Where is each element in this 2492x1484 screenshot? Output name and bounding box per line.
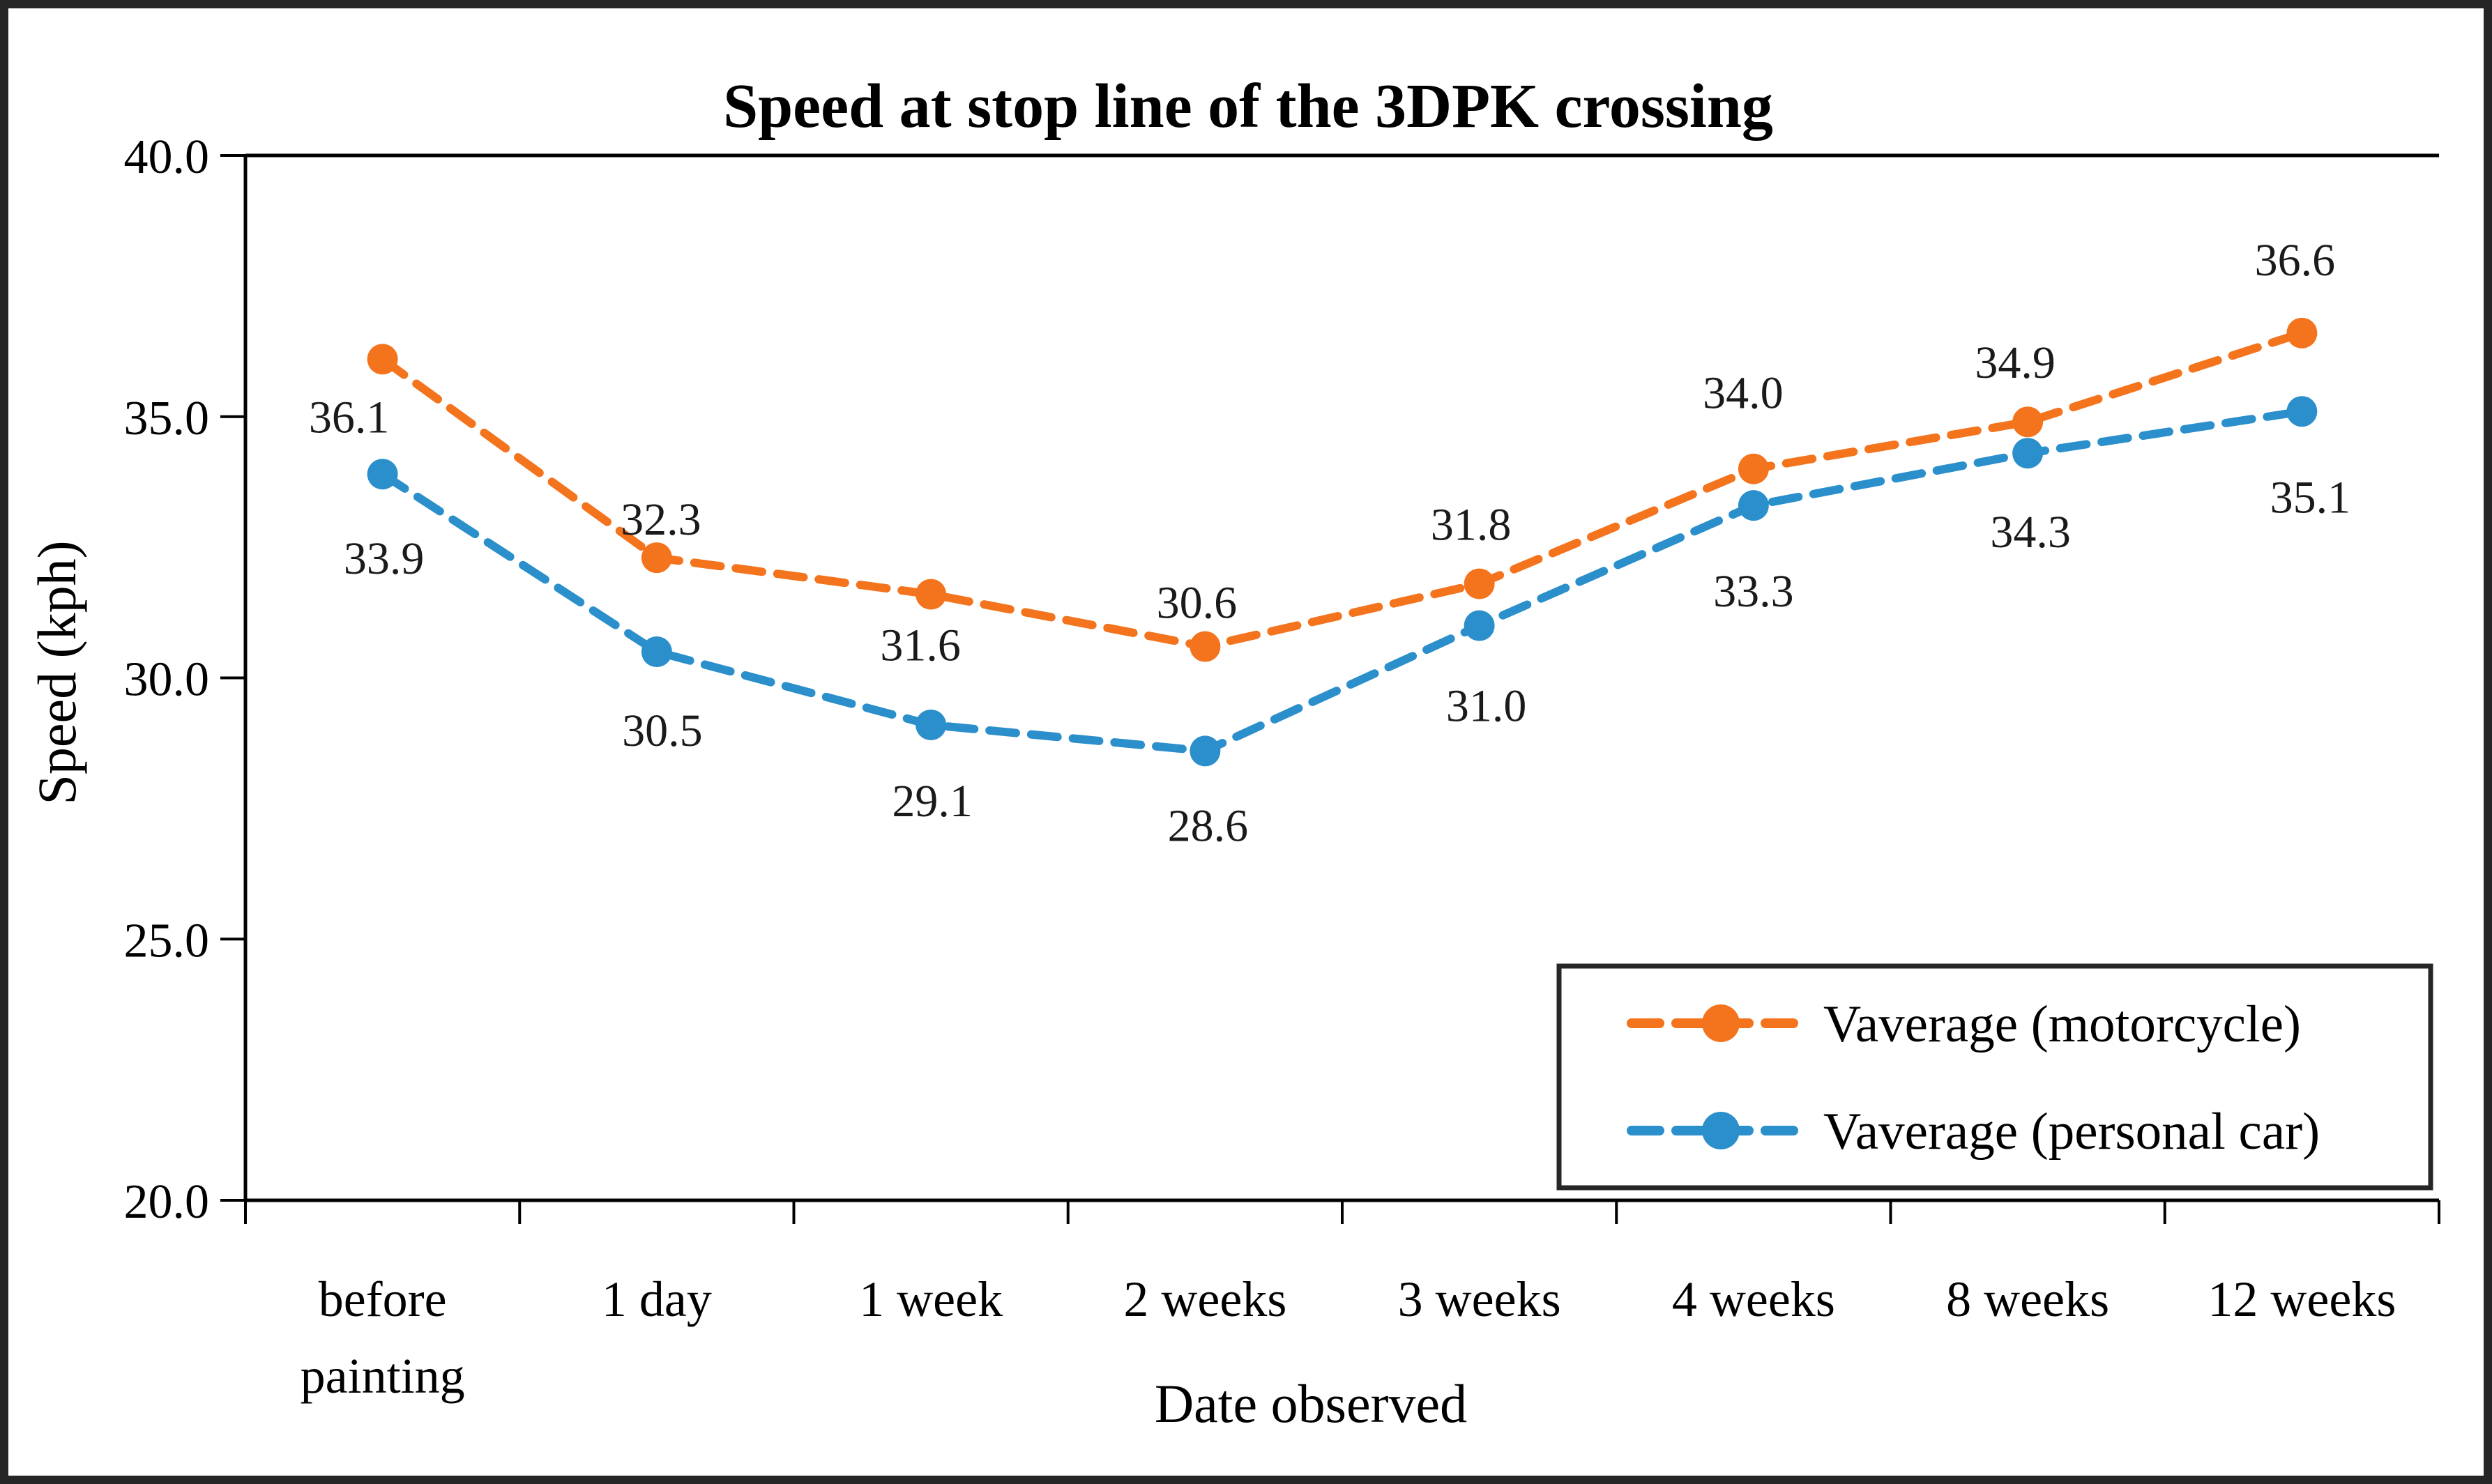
data-point-marker	[1464, 610, 1495, 641]
legend-entry-label: Vaverage (motorcycle)	[1823, 995, 2301, 1053]
data-point-marker	[2286, 396, 2318, 427]
x-category-label: 2 weeks	[1123, 1271, 1286, 1327]
data-point-marker	[1190, 631, 1221, 662]
y-tick-label: 40.0	[124, 130, 210, 184]
legend: Vaverage (motorcycle) Vaverage (personal …	[1556, 963, 2433, 1191]
data-point-marker	[641, 636, 672, 668]
data-point-label: 32.3	[621, 494, 701, 545]
x-category-label: before	[319, 1271, 447, 1327]
y-tick-label: 35.0	[124, 392, 210, 445]
data-point-marker	[2286, 317, 2318, 349]
axes-layer: 20.0 25.0 30.0 35.0 40.0 before painting 1 day 1…	[124, 130, 2440, 1404]
y-axis-title: Speed (kph)	[26, 540, 87, 804]
x-category-label: 4 weeks	[1672, 1271, 1835, 1327]
x-category-label: painting	[301, 1348, 465, 1404]
data-point-marker	[915, 579, 947, 610]
legend-sample-marker	[1702, 1004, 1740, 1042]
x-category-label: 12 weeks	[2208, 1271, 2396, 1327]
data-point-marker	[367, 459, 398, 490]
y-tick-label: 20.0	[124, 1175, 210, 1229]
series-line-personal-car	[378, 407, 2307, 756]
legend-box	[1556, 963, 2433, 1191]
data-point-label: 31.8	[1431, 500, 1512, 551]
data-point-label: 33.3	[1713, 566, 1794, 617]
data-point-marker	[2012, 438, 2044, 469]
data-point-label: 30.6	[1157, 578, 1238, 629]
chart-title: Speed at stop line of the 3DPK crossing	[723, 72, 1773, 141]
data-point-marker	[641, 542, 672, 574]
data-point-marker	[2012, 406, 2044, 438]
data-point-label: 36.6	[2255, 235, 2336, 286]
data-point-marker	[1190, 735, 1221, 767]
data-point-label: 34.9	[1975, 337, 2056, 388]
x-category-label: 3 weeks	[1398, 1271, 1561, 1327]
legend-sample-marker	[1702, 1112, 1740, 1149]
x-category-label: 1 week	[859, 1271, 1003, 1327]
y-tick-label: 30.0	[124, 653, 210, 707]
legend-entry-label: Vaverage (personal car)	[1823, 1103, 2320, 1161]
data-point-marker	[1464, 568, 1495, 599]
data-point-label: 29.1	[892, 776, 973, 827]
x-category-label: 8 weeks	[1946, 1271, 2109, 1327]
data-point-label: 34.0	[1703, 368, 1784, 419]
data-point-label: 30.5	[622, 705, 703, 756]
data-point-label: 33.9	[344, 533, 425, 584]
data-point-label: 35.1	[2270, 472, 2351, 523]
y-tick-label: 25.0	[124, 914, 210, 967]
plot-area: 36.1 32.3 31.6 30.6 31.8 34.0 34.9 36.6 33.9 30.5…	[309, 235, 2350, 852]
data-point-label: 36.1	[309, 392, 390, 443]
data-point-marker	[367, 344, 398, 375]
data-point-label: 31.0	[1446, 681, 1527, 732]
data-point-marker	[1738, 490, 1769, 521]
x-axis-title: Date observed	[1155, 1373, 1467, 1434]
data-point-label: 28.6	[1168, 800, 1249, 851]
x-category-label: 1 day	[602, 1271, 712, 1327]
data-point-marker	[915, 709, 947, 740]
data-point-marker	[1738, 453, 1769, 484]
data-point-label: 31.6	[880, 620, 961, 671]
data-point-label: 34.3	[1990, 507, 2071, 558]
series-line-motorcycle	[378, 328, 2307, 651]
